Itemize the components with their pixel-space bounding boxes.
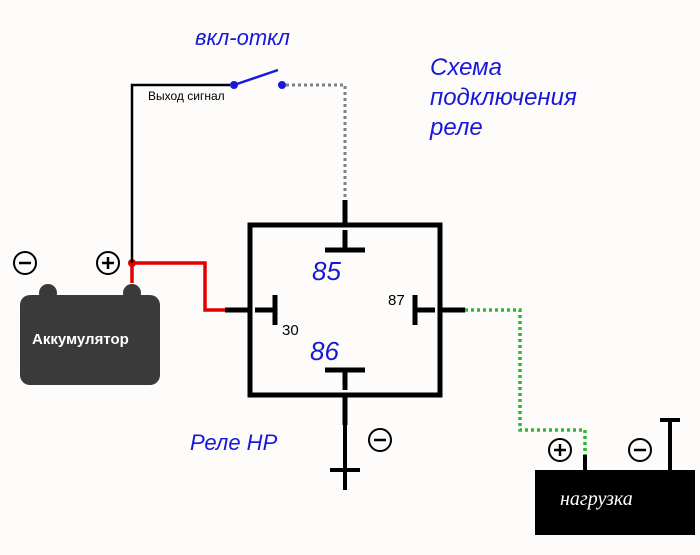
battery-label: Аккумулятор <box>32 331 129 348</box>
signal-out-label: Выход сигнал <box>148 89 225 103</box>
ground-minus-symbol <box>369 429 391 451</box>
load-minus-symbol <box>629 439 651 461</box>
battery-minus-symbol <box>14 252 36 274</box>
switch-label: вкл-откл <box>195 25 290 50</box>
switch <box>230 70 286 89</box>
title-line1: Схема <box>430 54 502 81</box>
load-label: нагрузка <box>560 488 633 510</box>
pin85-label: 85 <box>312 256 341 286</box>
battery-plus-symbol <box>97 252 119 274</box>
pin87-label: 87 <box>388 292 405 309</box>
pin30-label: 30 <box>282 322 299 339</box>
wire-green-dashed <box>465 310 585 455</box>
relay-name-label: Реле НР <box>190 430 278 455</box>
ground-86 <box>330 425 360 490</box>
title-line3: реле <box>429 114 483 141</box>
wire-gray-dashed <box>286 85 345 200</box>
title-line2: подключения <box>430 84 577 111</box>
load-plus-symbol <box>549 439 571 461</box>
relay-diagram: вкл-откл Схема подключения реле Выход си… <box>0 0 700 555</box>
pin86-label: 86 <box>310 336 339 366</box>
wire-black-signal <box>132 85 230 263</box>
